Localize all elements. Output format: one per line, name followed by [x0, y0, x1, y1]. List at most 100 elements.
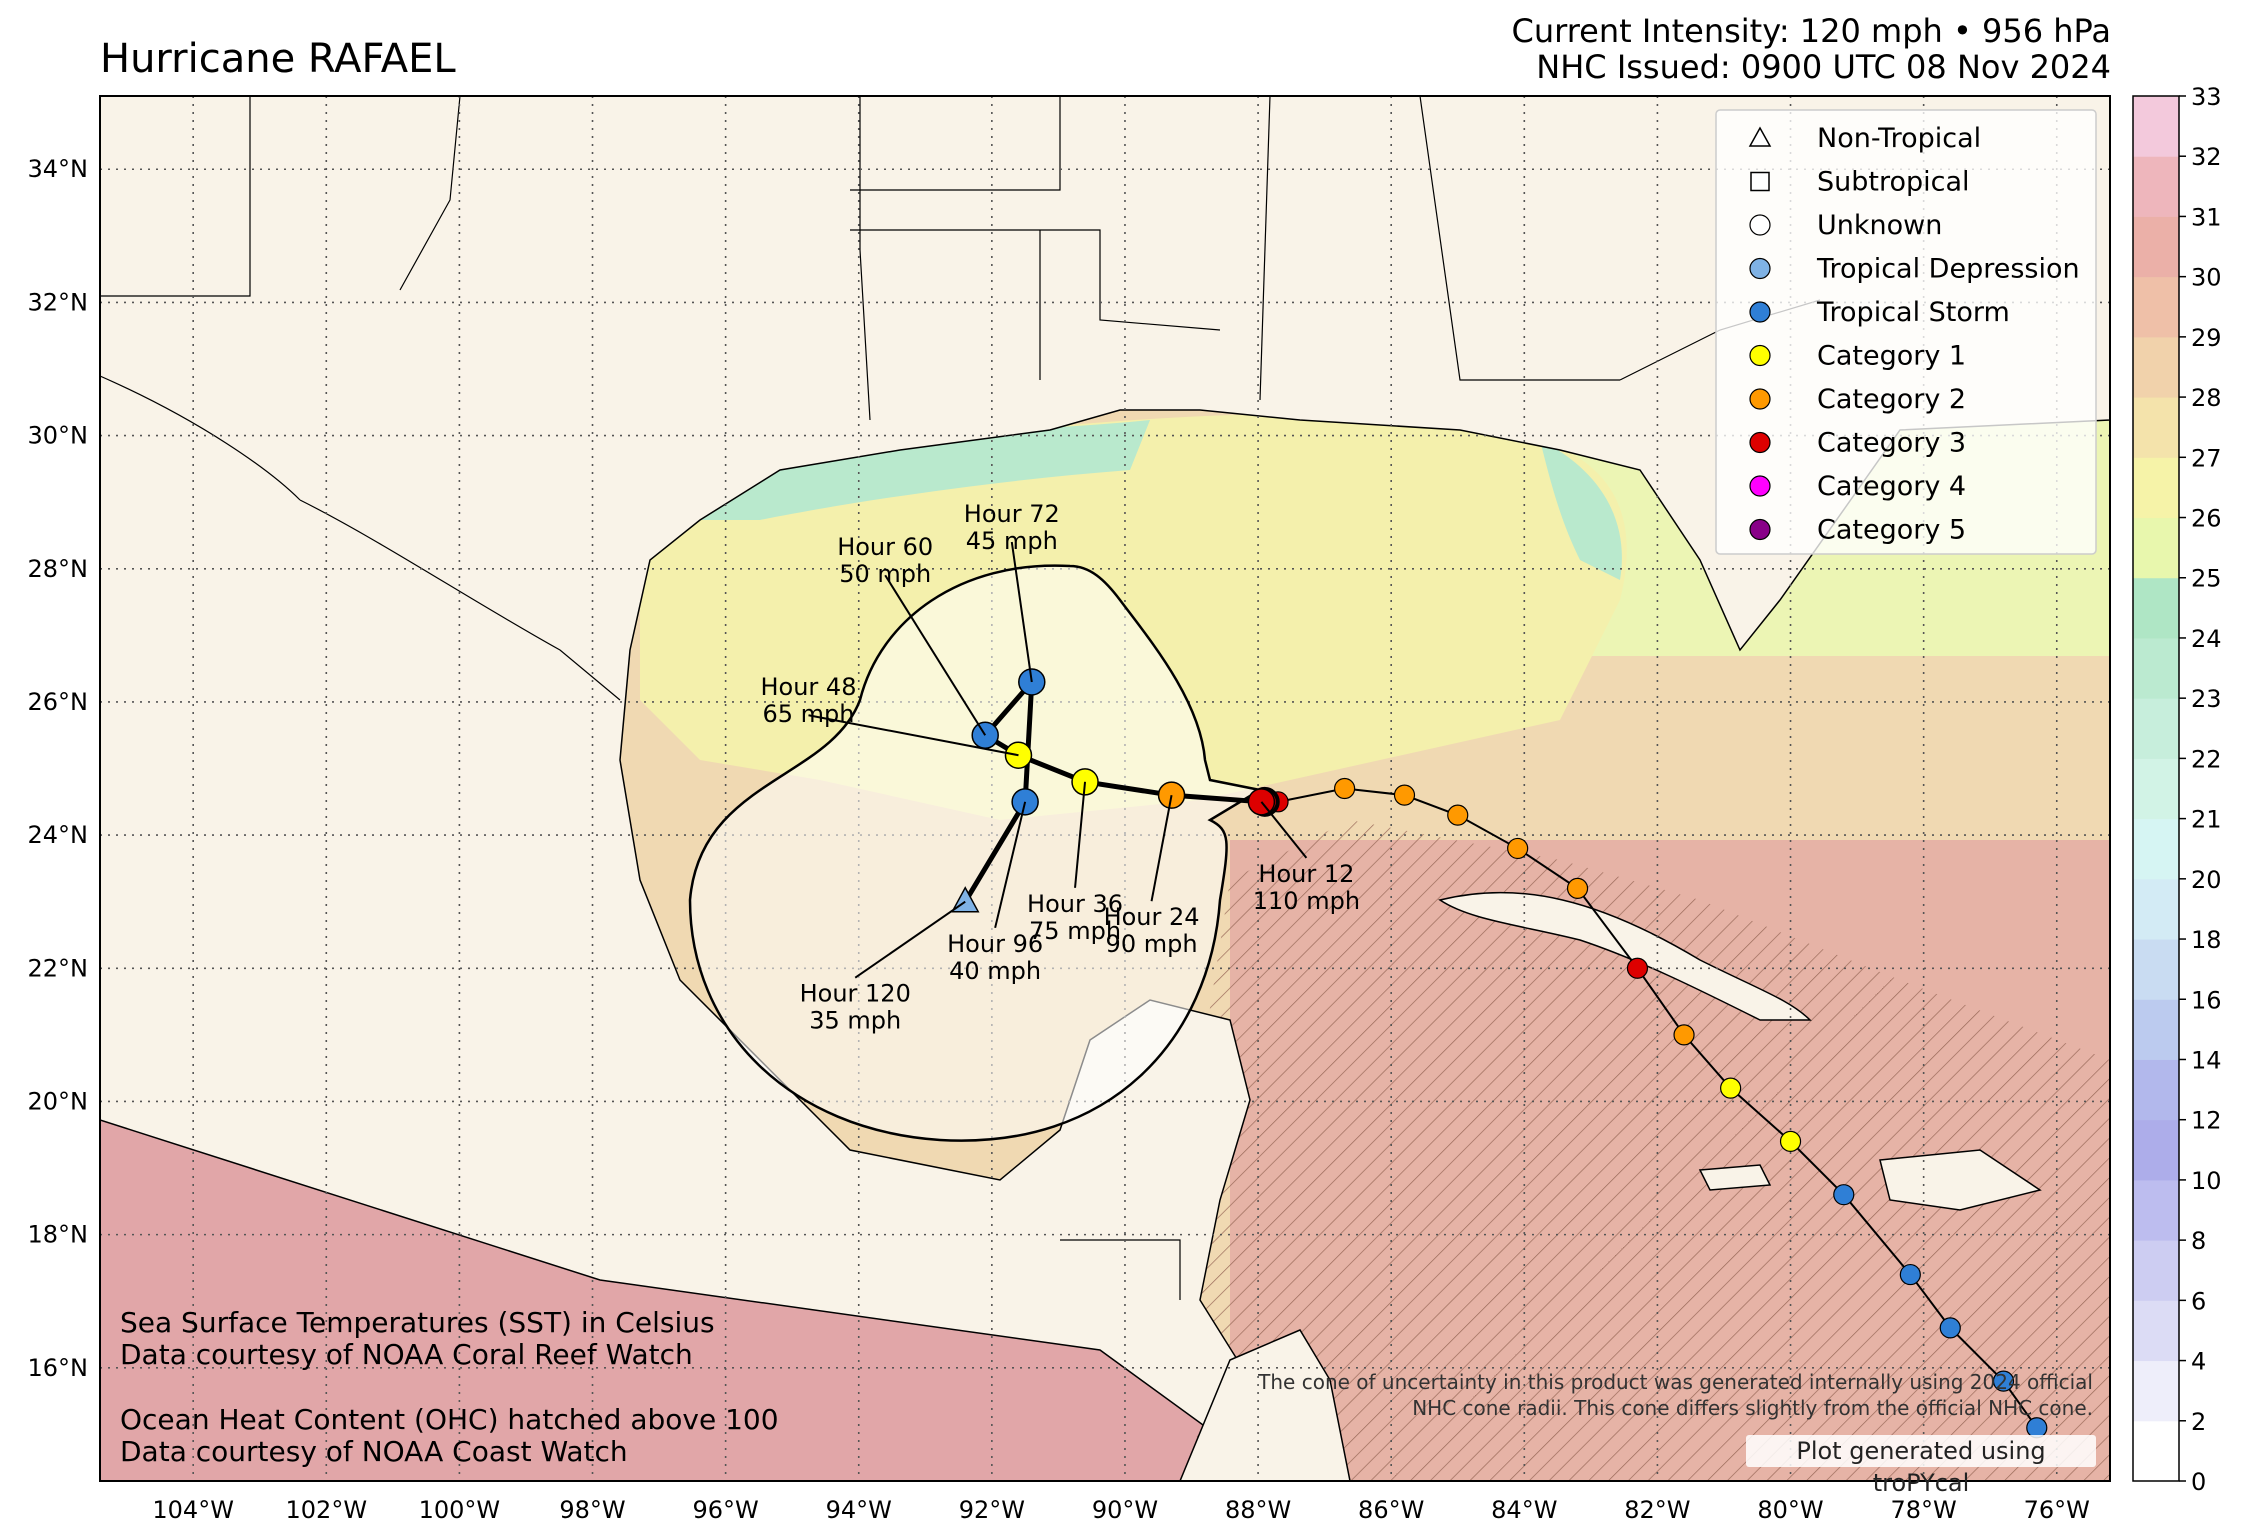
forecast-hour-label: Hour 96: [947, 930, 1043, 958]
forecast-hour-label: Hour 12: [1258, 860, 1354, 888]
pacific-sst: [100, 1120, 1300, 1481]
nhc-issued: NHC Issued: 0900 UTC 08 Nov 2024: [1536, 48, 2111, 86]
colorbar-frame: [2132, 95, 2180, 1482]
colorbar-tick-label: 30: [2191, 264, 2222, 292]
colorbar-tick-label: 4: [2191, 1348, 2206, 1376]
past-track-point: [1447, 804, 1469, 826]
lon-tick-label: 92°W: [959, 1496, 1025, 1524]
colorbar-tick-label: 28: [2191, 384, 2222, 412]
past-track-point: [1673, 1024, 1695, 1046]
colorbar-segment: [2133, 818, 2179, 880]
colorbar-segment: [2133, 698, 2179, 759]
past-track-point: [1393, 784, 1416, 806]
past-track-point: [1899, 1263, 1921, 1286]
colorbar-segment: [2133, 939, 2179, 1000]
colorbar-segment: [2133, 999, 2179, 1060]
page-title: Hurricane RAFAEL: [100, 36, 456, 82]
legend-label: Category 1: [1817, 341, 1966, 372]
colorbar-segment: [2133, 577, 2179, 639]
lon-tick-label: 86°W: [1358, 1496, 1424, 1524]
forecast-leader-line: [884, 574, 987, 736]
legend-label: Category 3: [1817, 428, 1966, 459]
tropycal-credit: Plot generated using troPYcal: [1746, 1435, 2096, 1497]
legend-label: Category 4: [1817, 471, 1966, 502]
lat-tick-label: 30°N: [28, 422, 89, 450]
colorbar-segment: [2133, 1300, 2179, 1362]
past-track-point: [1507, 837, 1529, 860]
past-track-point: [1992, 1370, 2015, 1392]
lat-tick-label: 26°N: [28, 688, 89, 716]
forecast-hour-label: Hour 24: [1104, 903, 1200, 931]
colorbar-segment: [2133, 156, 2179, 217]
lat-tick-label: 22°N: [28, 954, 89, 982]
colorbar-tick-label: 24: [2191, 625, 2222, 653]
forecast-speed-label: 65 mph: [762, 700, 854, 728]
past-track-point: [1939, 1317, 1961, 1339]
lon-tick-label: 98°W: [559, 1496, 625, 1524]
lat-tick-label: 16°N: [28, 1354, 89, 1382]
legend-symbol-circle: [1749, 431, 1771, 454]
land-north-america: [100, 96, 2110, 1481]
legend-symbol-circle: [1749, 475, 1771, 497]
colorbar-tick-label: 10: [2191, 1167, 2222, 1195]
cone-disclaimer-line2: NHC cone radii. This cone differs slight…: [1412, 1396, 2093, 1420]
legend-label: Non-Tropical: [1817, 123, 1981, 154]
colorbar-tick-label: 6: [2191, 1287, 2206, 1315]
forecast-hour-label: Hour 120: [800, 980, 911, 1008]
colorbar-segment: [2133, 758, 2179, 820]
colorbar-tick-label: 26: [2191, 505, 2222, 533]
forecast-leader-line: [1150, 794, 1173, 902]
sst-colorbar: 0246810121416182021222324252627282930313…: [2132, 83, 2222, 1496]
legend-symbol-square: [1750, 171, 1770, 192]
forecast-hour-label: Hour 48: [760, 673, 856, 701]
past-track-point: [1626, 957, 1649, 979]
colorbar-tick-label: 29: [2191, 324, 2222, 352]
lon-tick-label: 76°W: [2024, 1496, 2090, 1524]
lat-tick-label: 34°N: [28, 155, 89, 183]
forecast-hour-label: Hour 36: [1027, 890, 1123, 918]
legend-symbol-circle: [1749, 518, 1771, 541]
lon-tick-label: 100°W: [419, 1496, 501, 1524]
colorbar-tick-label: 33: [2191, 83, 2222, 111]
colorbar-segment: [2133, 397, 2179, 458]
colorbar-segment: [2133, 336, 2179, 398]
lon-tick-label: 102°W: [286, 1496, 368, 1524]
legend-label: Category 2: [1817, 384, 1966, 415]
colorbar-segment: [2133, 216, 2179, 278]
forecast-leader-line: [1074, 781, 1087, 888]
forecast-hour-label: Hour 60: [837, 533, 933, 561]
gulf-sst-cool-shelf: [660, 420, 1150, 520]
colorbar-segment: [2133, 1059, 2179, 1121]
colorbar-tick-label: 32: [2191, 143, 2222, 171]
colorbar-tick-label: 31: [2191, 203, 2222, 231]
past-track-point: [1566, 877, 1589, 899]
forecast-leader-line: [1010, 541, 1033, 683]
lon-tick-label: 104°W: [152, 1496, 234, 1524]
land-hispaniola: [1879, 1149, 2042, 1211]
past-track-point: [1779, 1130, 1802, 1153]
lon-tick-label: 96°W: [692, 1496, 758, 1524]
colorbar-tick-label: 23: [2191, 685, 2222, 713]
legend-label: Unknown: [1817, 210, 1942, 241]
colorbar-segment: [2133, 517, 2179, 579]
legend-label: Tropical Storm: [1816, 297, 2010, 328]
forecast-leader-line: [1260, 801, 1308, 859]
cone-of-uncertainty: [688, 564, 1264, 1142]
lat-tick-label: 18°N: [28, 1221, 89, 1249]
map-frame: [99, 95, 2111, 1482]
colorbar-tick-label: 25: [2191, 565, 2222, 593]
ohc-credit-line1: Ocean Heat Content (OHC) hatched above 1…: [120, 1403, 779, 1436]
colorbar-segment: [2133, 1119, 2179, 1181]
colorbar-segment: [2133, 276, 2179, 338]
current-intensity: Current Intensity: 120 mph • 956 hPa: [1511, 12, 2112, 50]
forecast-speed-label: 40 mph: [949, 957, 1041, 985]
lat-tick-label: 20°N: [28, 1087, 89, 1115]
colorbar-segment: [2133, 1179, 2179, 1241]
forecast-speed-label: 75 mph: [1029, 917, 1121, 945]
past-track-point: [1334, 777, 1356, 800]
lon-tick-label: 90°W: [1092, 1496, 1158, 1524]
colorbar-tick-label: 27: [2191, 444, 2222, 472]
land-central-america: [1179, 1329, 1351, 1481]
